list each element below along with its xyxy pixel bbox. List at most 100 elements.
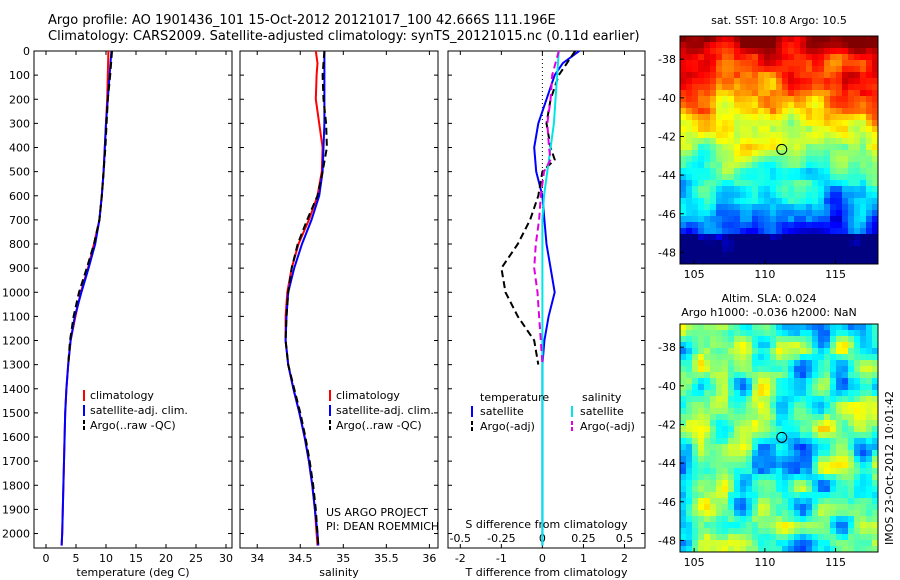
map-cell	[698, 330, 704, 336]
map-cell	[680, 192, 686, 198]
map-cell	[794, 324, 800, 330]
map-cell	[752, 540, 758, 546]
map-cell	[860, 372, 866, 378]
map-cell	[788, 510, 794, 516]
map-cell	[716, 138, 722, 144]
map-cell	[692, 444, 698, 450]
map-cell	[740, 96, 746, 102]
map-cell	[728, 372, 734, 378]
map-cell	[812, 210, 818, 216]
map-cell	[686, 144, 692, 150]
map-cell	[752, 78, 758, 84]
map-cell	[794, 534, 800, 540]
map-cell	[758, 546, 764, 552]
map-cell	[860, 546, 866, 552]
map-cell	[776, 216, 782, 222]
map-cell	[776, 60, 782, 66]
map-cell	[812, 390, 818, 396]
map-cell	[770, 168, 776, 174]
map-cell	[758, 246, 764, 252]
map-cell	[866, 546, 872, 552]
map-cell	[854, 252, 860, 258]
map-cell	[716, 480, 722, 486]
map-cell	[854, 330, 860, 336]
map-cell	[824, 108, 830, 114]
map-cell	[680, 162, 686, 168]
map-cell	[716, 510, 722, 516]
map-cell	[710, 504, 716, 510]
map-cell	[686, 516, 692, 522]
map-cell	[854, 534, 860, 540]
map-cell	[866, 360, 872, 366]
map-cell	[830, 522, 836, 528]
map-cell	[722, 138, 728, 144]
map-cell	[704, 132, 710, 138]
map-cell	[788, 402, 794, 408]
map-cell	[794, 114, 800, 120]
map-cell	[728, 198, 734, 204]
legend-header-salinity: salinity	[582, 391, 622, 404]
map-cell	[734, 372, 740, 378]
map-cell	[752, 420, 758, 426]
map-cell	[842, 96, 848, 102]
map-cell	[860, 180, 866, 186]
map-cell	[860, 174, 866, 180]
map-cell	[686, 138, 692, 144]
map-cell	[770, 438, 776, 444]
map-cell	[848, 480, 854, 486]
map-cell	[854, 120, 860, 126]
map-cell	[722, 72, 728, 78]
map-cell	[836, 474, 842, 480]
map-cell	[824, 468, 830, 474]
map-cell	[716, 216, 722, 222]
map-cell	[848, 96, 854, 102]
map-cell	[824, 84, 830, 90]
x2-tick-label: -0.5	[450, 532, 471, 545]
map-cell	[734, 252, 740, 258]
map-cell	[722, 492, 728, 498]
map-cell	[698, 426, 704, 432]
map-cell	[806, 246, 812, 252]
map-cell	[830, 252, 836, 258]
map-cell	[686, 384, 692, 390]
map-cell	[758, 126, 764, 132]
map-cell	[872, 138, 878, 144]
map-cell	[806, 504, 812, 510]
map-cell	[806, 216, 812, 222]
map-cell	[746, 66, 752, 72]
map-cell	[734, 492, 740, 498]
map-cell	[752, 342, 758, 348]
map-cell	[788, 474, 794, 480]
map-cell	[842, 432, 848, 438]
map-cell	[782, 66, 788, 72]
map-cell	[752, 174, 758, 180]
map-cell	[698, 420, 704, 426]
map-cell	[800, 516, 806, 522]
map-cell	[818, 510, 824, 516]
map-cell	[728, 54, 734, 60]
map-cell	[812, 240, 818, 246]
map-cell	[704, 54, 710, 60]
map-cell	[764, 444, 770, 450]
map-cell	[842, 234, 848, 240]
map-cell	[860, 162, 866, 168]
map-cell	[824, 210, 830, 216]
map-cell	[734, 408, 740, 414]
map-cell	[746, 96, 752, 102]
map-cell	[812, 438, 818, 444]
map-cell	[704, 396, 710, 402]
x-tick-label: 0	[43, 552, 50, 565]
map-cell	[824, 462, 830, 468]
map-cell	[830, 444, 836, 450]
x-tick-label: 2	[621, 552, 628, 565]
map-cell	[824, 42, 830, 48]
map-cell	[710, 234, 716, 240]
map-cell	[872, 354, 878, 360]
map-cell	[722, 228, 728, 234]
map-cell	[872, 468, 878, 474]
map-cell	[854, 372, 860, 378]
map-cell	[752, 54, 758, 60]
map-cell	[794, 468, 800, 474]
map-cell	[704, 138, 710, 144]
map-cell	[686, 546, 692, 552]
